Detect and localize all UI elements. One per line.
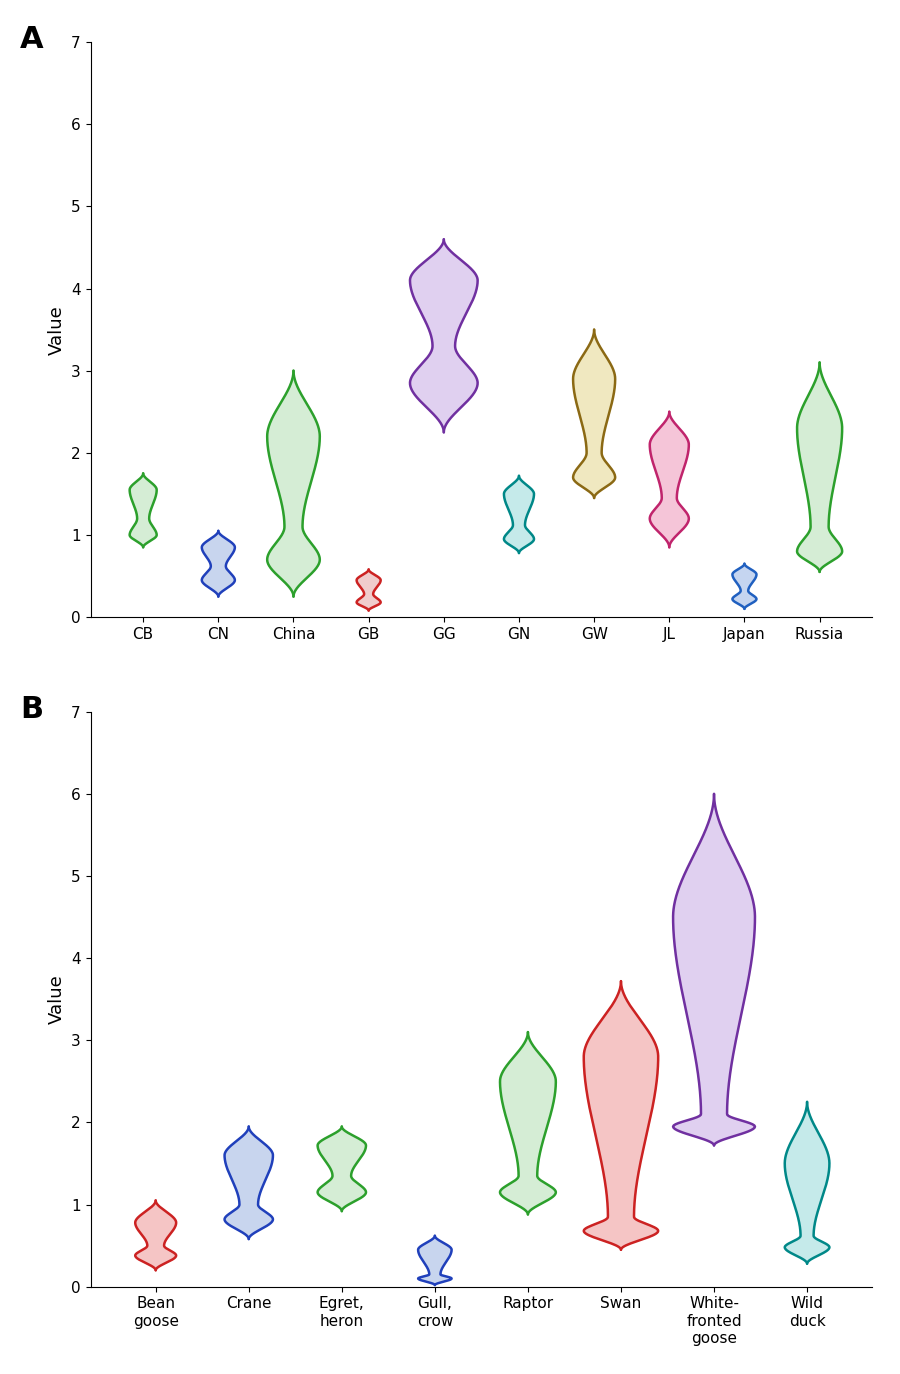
Polygon shape: [584, 981, 658, 1250]
Polygon shape: [267, 371, 320, 596]
Polygon shape: [318, 1127, 366, 1210]
Text: B: B: [20, 695, 43, 724]
Polygon shape: [785, 1102, 830, 1264]
Polygon shape: [504, 475, 534, 554]
Polygon shape: [418, 1235, 452, 1285]
Polygon shape: [225, 1127, 273, 1239]
Y-axis label: Value: Value: [48, 974, 66, 1024]
Polygon shape: [135, 1201, 176, 1271]
Polygon shape: [130, 474, 157, 547]
Polygon shape: [500, 1032, 556, 1215]
Polygon shape: [650, 412, 688, 547]
Polygon shape: [733, 563, 757, 609]
Polygon shape: [673, 794, 755, 1146]
Polygon shape: [202, 530, 235, 596]
Y-axis label: Value: Value: [48, 305, 66, 354]
Polygon shape: [356, 569, 381, 610]
Polygon shape: [410, 239, 478, 433]
Polygon shape: [797, 363, 842, 572]
Text: A: A: [20, 25, 44, 54]
Polygon shape: [573, 330, 616, 497]
